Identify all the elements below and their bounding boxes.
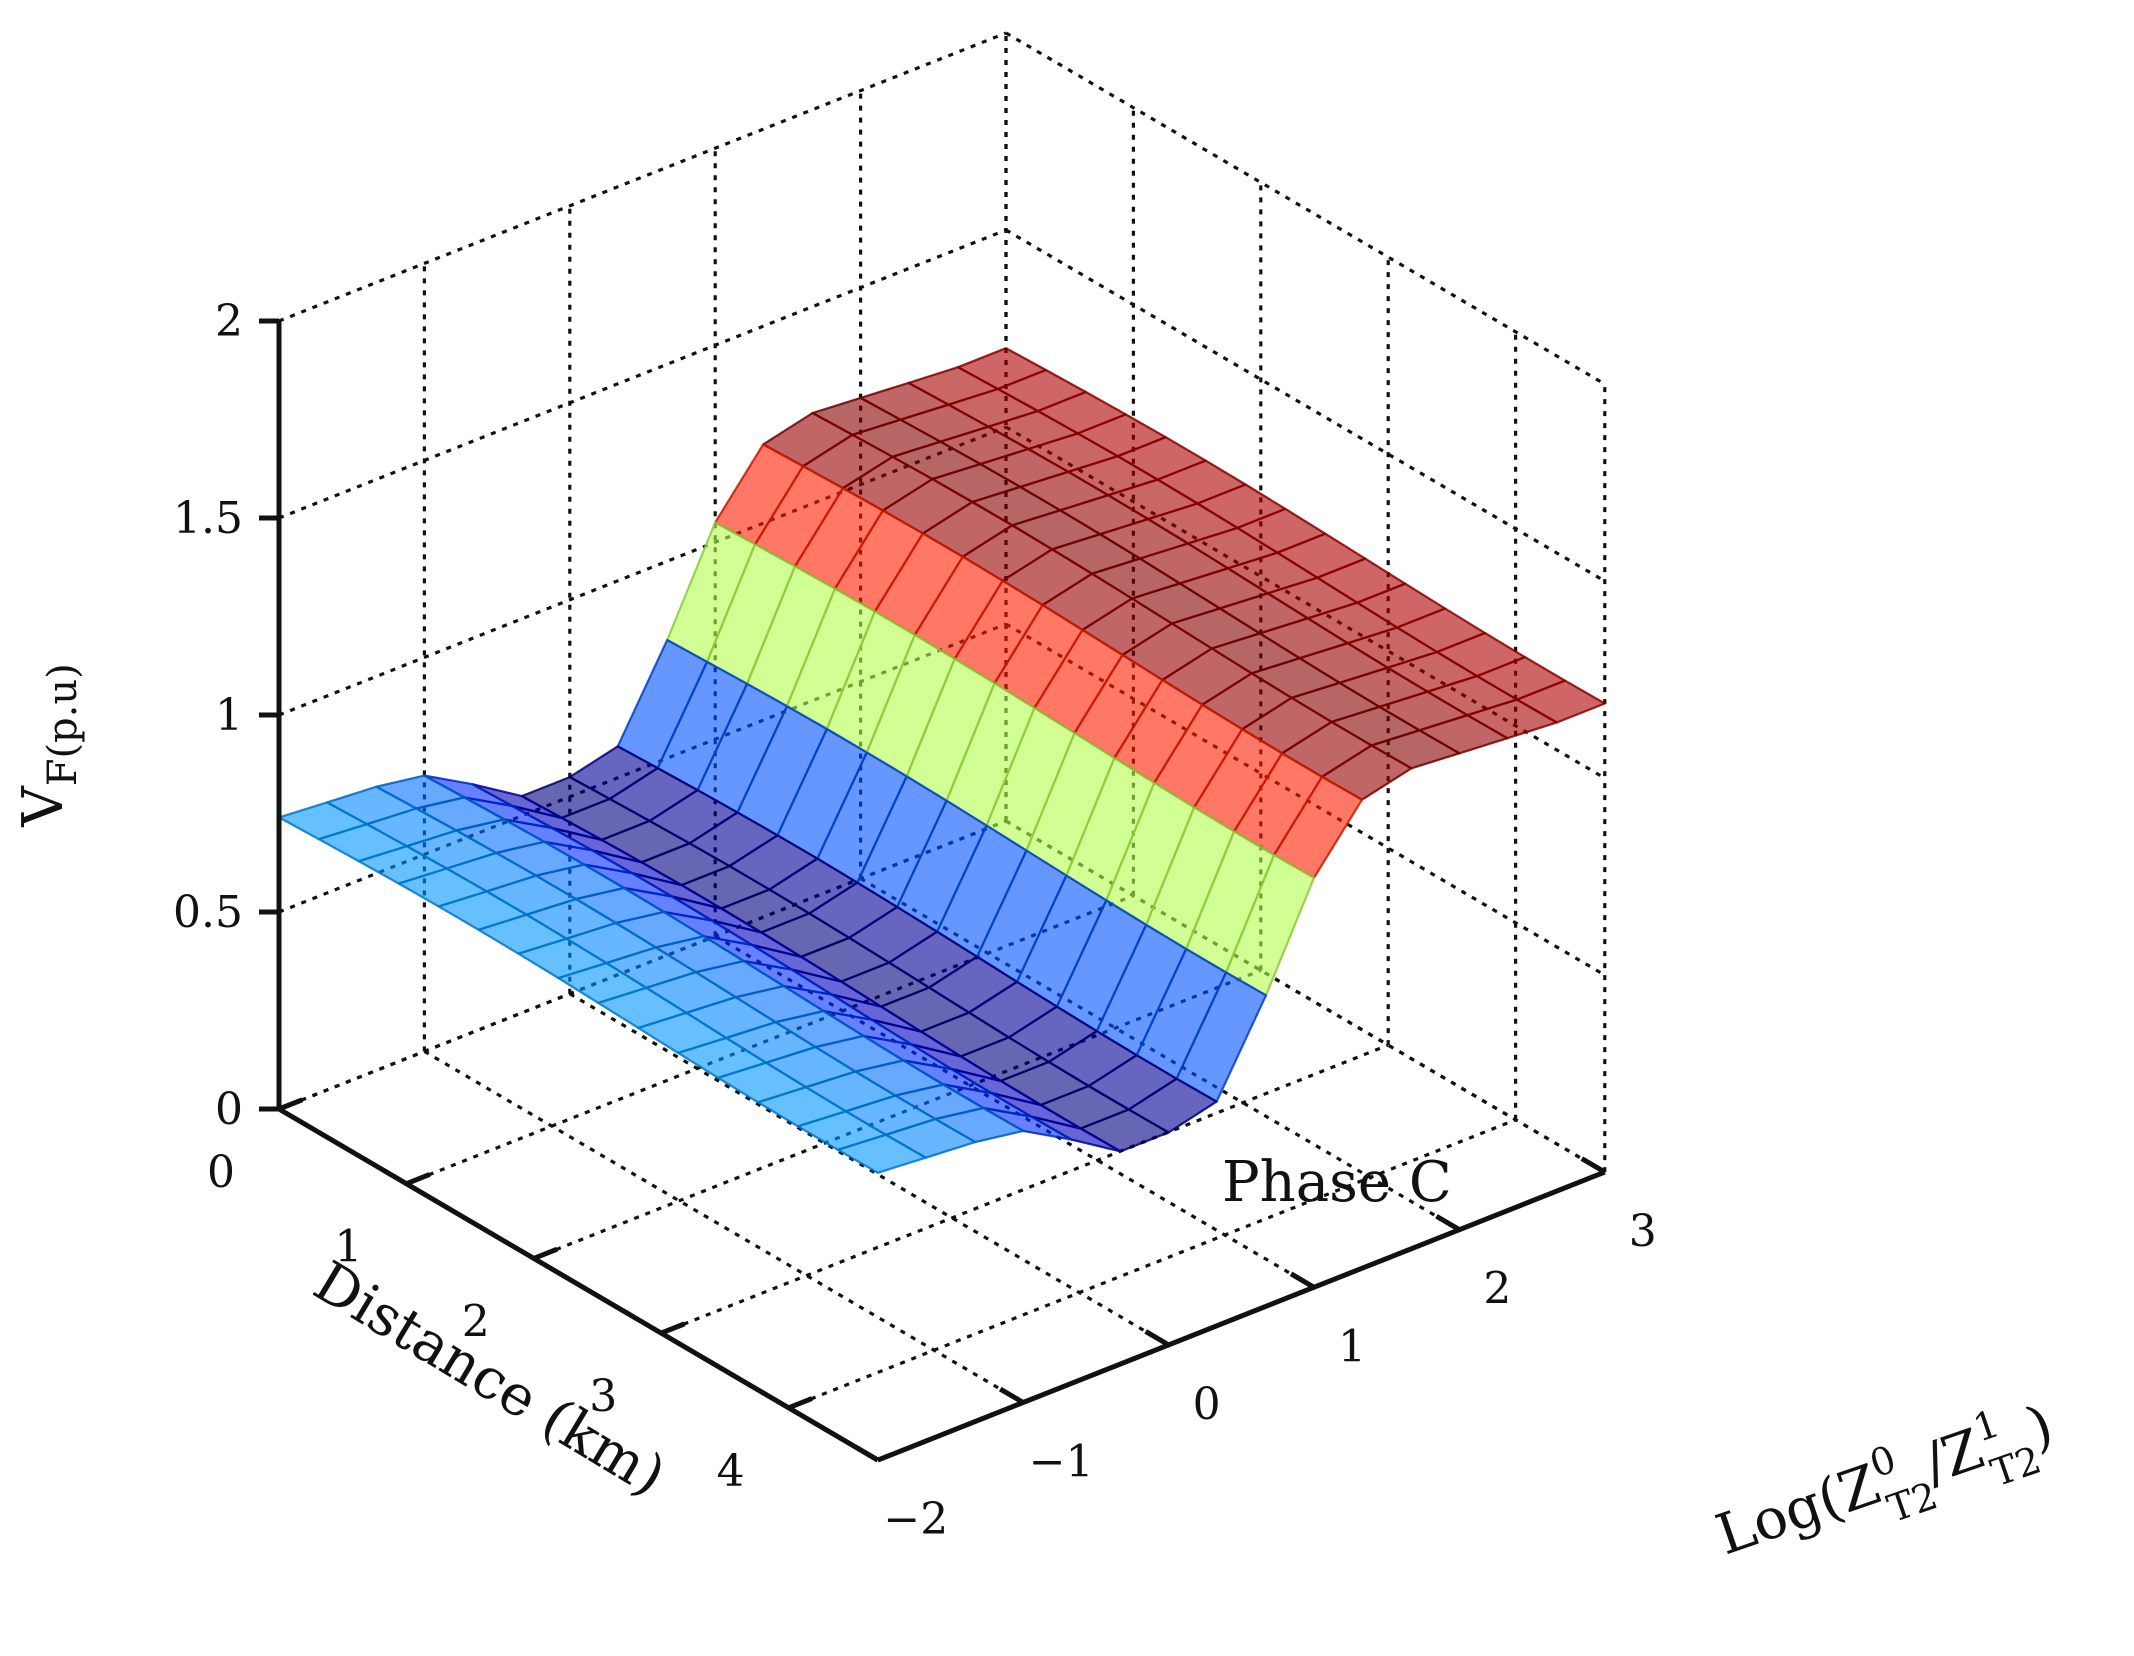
y-tick-mark: [1144, 1329, 1170, 1348]
axes-layer: [259, 318, 1607, 1463]
x-tick-mark: [787, 1396, 813, 1411]
surface-cell: [836, 1133, 927, 1174]
y-tick-label: −2: [883, 1494, 948, 1545]
x-tick-mark: [532, 1246, 558, 1261]
grid-line: [568, 992, 1170, 1347]
grid-line: [788, 1118, 1517, 1410]
grid-line: [1005, 228, 1606, 583]
y-tick-mark: [998, 1386, 1025, 1405]
y-tick-label: 1: [1338, 1321, 1366, 1372]
y-axis-line: [876, 1169, 1606, 1463]
z-tick-label: 2: [215, 296, 243, 347]
x-tick-mark: [278, 1097, 304, 1112]
z-axis-label: VF(p.u): [11, 663, 86, 828]
grid-line: [714, 934, 1315, 1289]
y-tick-label: −1: [1029, 1436, 1094, 1487]
grid-line: [859, 877, 1461, 1232]
grid-line: [1005, 31, 1606, 386]
y-tick-mark: [1289, 1271, 1316, 1290]
y-tick-label: 2: [1483, 1264, 1511, 1315]
y-tick-mark: [853, 1444, 880, 1463]
x-tick-label: 2: [462, 1296, 490, 1347]
z-axis-label-sub: F(p.u): [40, 663, 86, 786]
y-axis-label: Log(Z0T2/Z1T2): [1706, 1385, 2067, 1586]
y-axis-label-prefix: Log(Z: [1708, 1452, 1888, 1568]
surface-layer: [277, 347, 1606, 1174]
z-tick-label: 1: [215, 690, 243, 741]
grid-line: [1005, 622, 1606, 977]
z-axis-label-main: V: [11, 785, 76, 828]
z-tick-label: 1.5: [173, 493, 243, 544]
grid-line: [660, 1043, 1389, 1335]
grid-line: [278, 31, 1007, 323]
y-tick-label: 3: [1629, 1206, 1657, 1257]
x-axis-line: [277, 1106, 880, 1463]
x-axis-label: Distance (km): [303, 1249, 676, 1509]
y-tick-mark: [1580, 1156, 1607, 1175]
x-tick-label: 3: [589, 1371, 617, 1422]
grid-line: [278, 228, 1007, 520]
grid-line: [1005, 819, 1606, 1174]
y-tick-label: 0: [1193, 1379, 1221, 1430]
grid-line: [423, 1050, 1024, 1404]
x-tick-label: 4: [717, 1446, 745, 1497]
z-tick-label: 0.5: [173, 887, 243, 938]
y-tick-mark: [1435, 1214, 1461, 1232]
x-tick-label: 0: [207, 1147, 235, 1198]
phase-annotation: Phase C: [1222, 1150, 1452, 1215]
x-tick-mark: [405, 1172, 431, 1187]
x-tick-label: 1: [334, 1222, 362, 1273]
x-tick-mark: [660, 1321, 686, 1336]
z-tick-label: 0: [215, 1084, 243, 1135]
